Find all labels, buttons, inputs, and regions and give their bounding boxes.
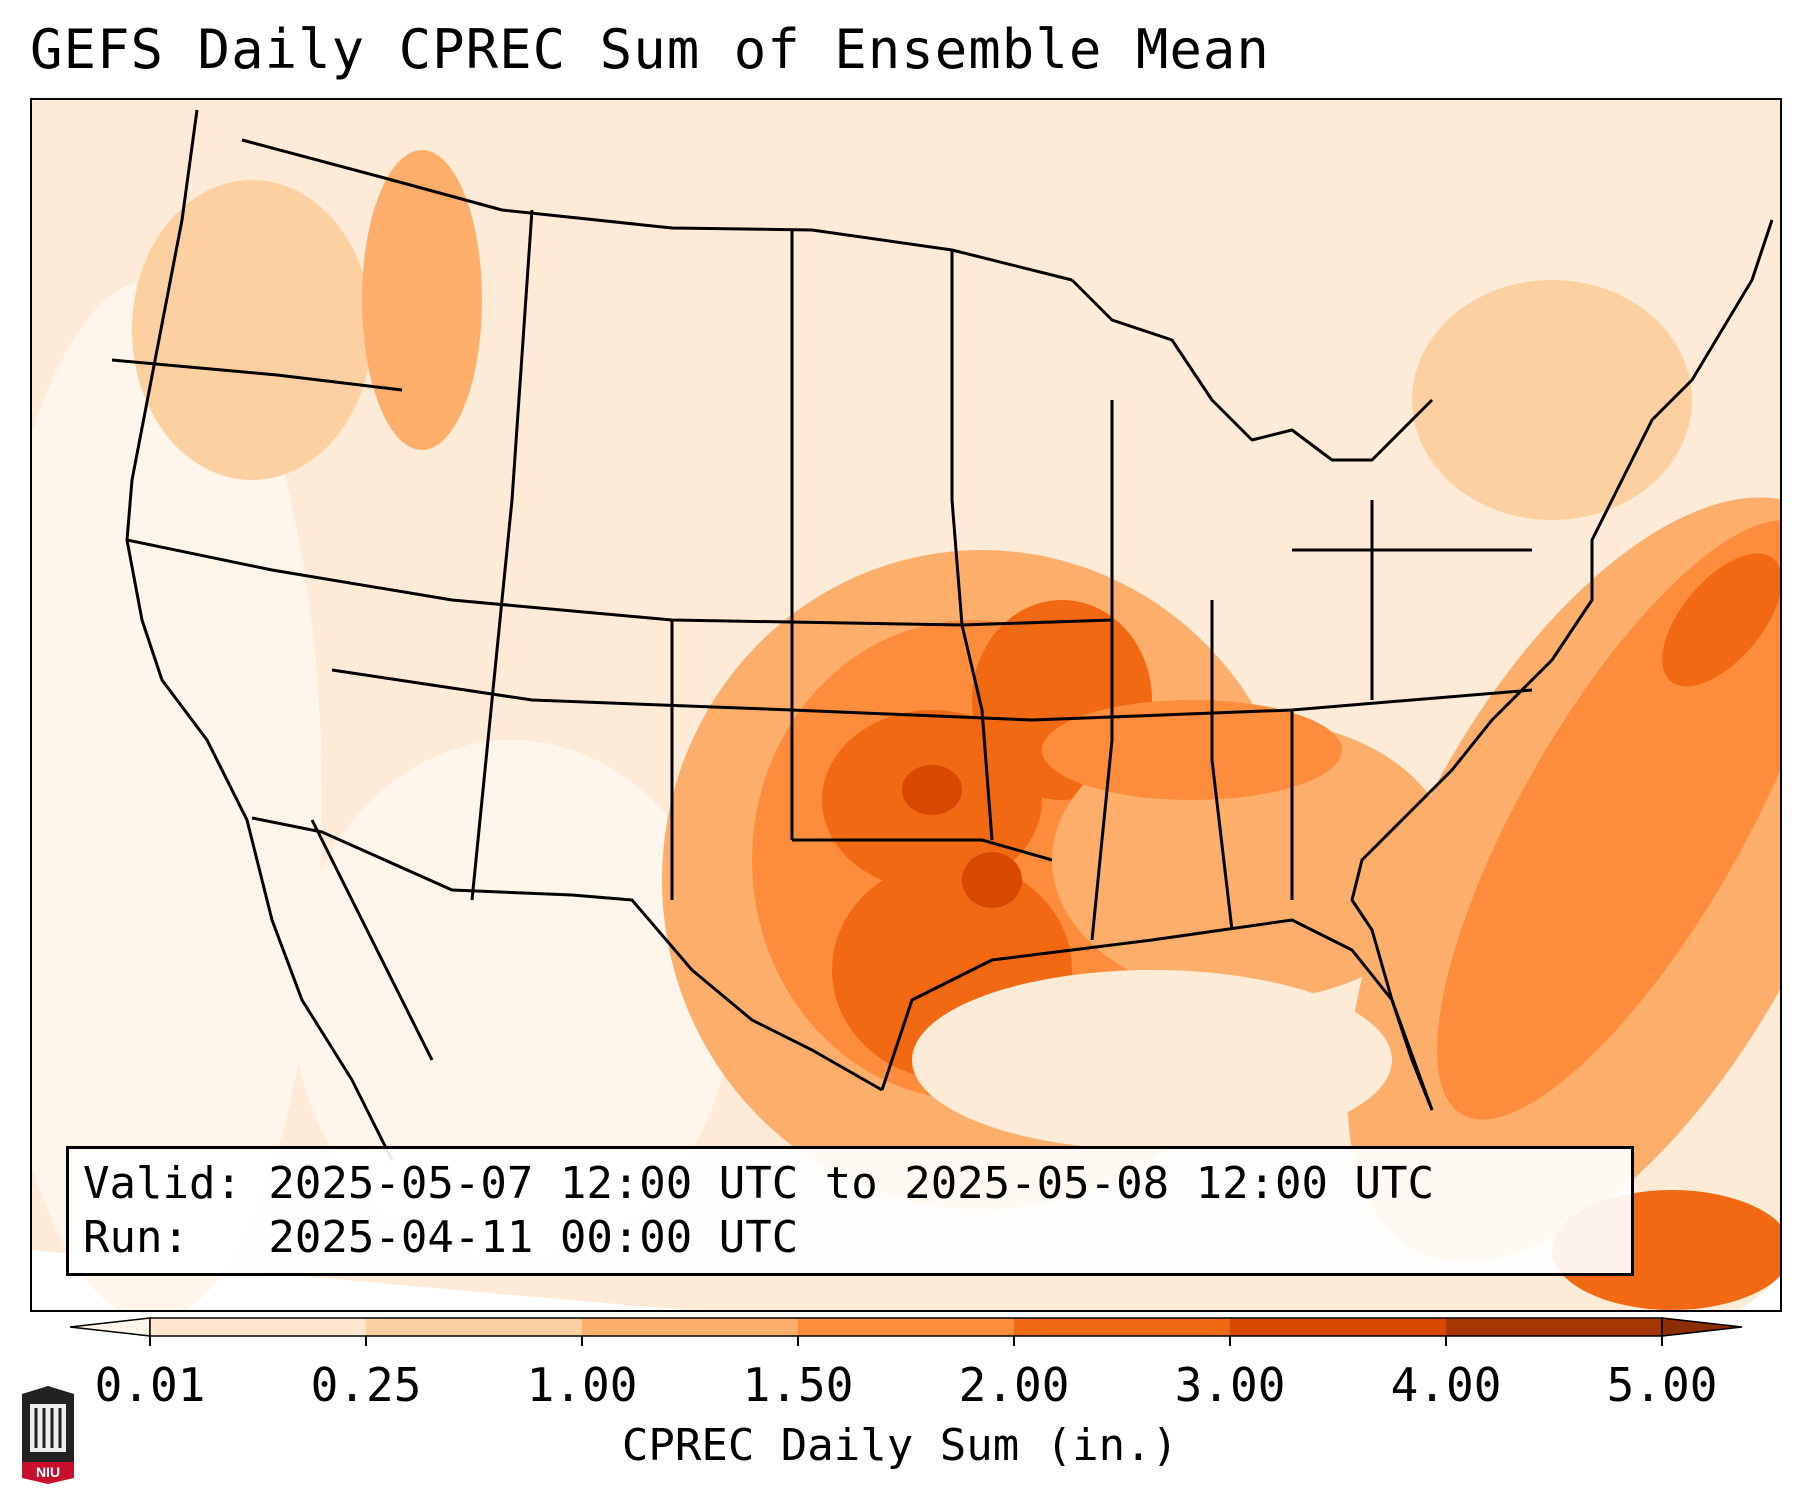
colorbar-outline <box>149 1317 1663 1337</box>
precip-southwest-light <box>292 740 732 1260</box>
colorbar-extend-max <box>1661 1317 1743 1337</box>
colorbar-label: CPREC Daily Sum (in.) <box>621 1420 1179 1471</box>
great-lakes <box>1070 278 1434 462</box>
colorbar-tick-label: 1.50 <box>742 1358 854 1412</box>
colorbar-tick-label: 2.00 <box>958 1358 1070 1412</box>
precip-new-england <box>1412 280 1692 520</box>
niu-logo: NIU <box>22 1386 74 1484</box>
colorbar-segment <box>582 1318 799 1336</box>
colorbar-tick-label: 1.00 <box>526 1358 638 1412</box>
colorbar-segment <box>150 1318 367 1336</box>
precip-atlantic-max <box>1662 553 1780 687</box>
state-line-10 <box>792 838 1053 862</box>
colorbar-tick-label: 0.25 <box>310 1358 422 1412</box>
baja-coastline <box>310 819 434 1061</box>
valid-run-box: Valid: 2025-05-07 12:00 UTC to 2025-05-0… <box>66 1146 1634 1276</box>
colorbar-extend-min <box>69 1317 151 1337</box>
state-line-2 <box>126 538 1113 627</box>
run-line: Run: 2025-04-11 00:00 UTC <box>83 1212 799 1263</box>
colorbar-segments <box>69 1317 1743 1337</box>
colorbar-segment <box>1014 1318 1231 1336</box>
state-line-8 <box>1090 400 1114 941</box>
colorbar-segment <box>1230 1318 1447 1336</box>
us-mexico-border <box>251 816 883 1092</box>
precip-ok-max <box>902 765 962 815</box>
precip-gulf-light <box>912 970 1392 1150</box>
colorbar-segment <box>798 1318 1015 1336</box>
colorbar-tick-label: 3.00 <box>1174 1358 1286 1412</box>
colorbar-tick-label: 4.00 <box>1390 1358 1502 1412</box>
boundaries <box>111 109 1774 1161</box>
map-title: GEFS Daily CPREC Sum of Ensemble Mean <box>30 18 1270 81</box>
colorbar-segment <box>1446 1318 1663 1336</box>
colorbar-ticks <box>149 1336 1663 1346</box>
precip-tennessee <box>1042 700 1342 800</box>
west-coastline <box>125 109 394 1161</box>
projection-edge-right <box>1738 1275 1780 1310</box>
colorbar <box>69 1317 1743 1346</box>
precipitation-map <box>32 100 1780 1310</box>
precip-atlantic-core <box>1437 520 1780 1120</box>
colorbar-segment <box>366 1318 583 1336</box>
precip-northwest <box>132 180 372 480</box>
precip-pacific-light <box>32 280 322 1310</box>
state-line-5 <box>470 209 534 901</box>
map-panel <box>30 98 1782 1312</box>
valid-line: Valid: 2025-05-07 12:00 UTC to 2025-05-0… <box>83 1158 1435 1209</box>
colorbar-tick-label: 0.01 <box>94 1358 206 1412</box>
colorbar-tick-label: 5.00 <box>1606 1358 1718 1412</box>
precip-tx-max <box>962 852 1022 908</box>
state-line-1 <box>111 358 403 392</box>
state-line-3 <box>331 668 1533 722</box>
state-line-7 <box>950 250 994 841</box>
state-line-9 <box>1210 600 1234 931</box>
niu-logo-text: NIU <box>36 1464 60 1480</box>
precip-idaho <box>362 150 482 450</box>
